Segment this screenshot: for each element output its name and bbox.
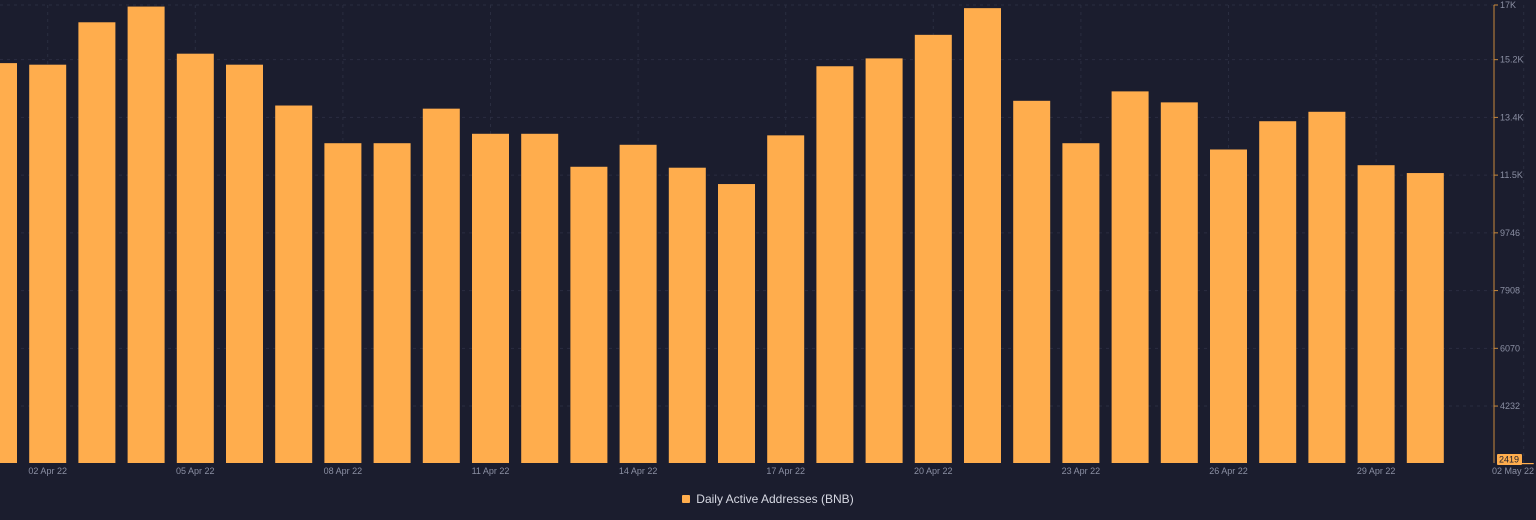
x-tick-label: 02 Apr 22 <box>28 466 67 476</box>
bar <box>865 58 903 464</box>
bar <box>914 34 952 463</box>
bar <box>1160 102 1198 463</box>
bar <box>1259 121 1297 464</box>
bar <box>521 133 559 463</box>
bar <box>619 144 657 464</box>
last-value-badge <box>1497 454 1522 465</box>
bar <box>1357 165 1395 464</box>
y-tick-label: 13.4K <box>1500 112 1524 122</box>
last-value-label: 2419 <box>1499 455 1519 465</box>
y-tick-label: 4232 <box>1500 401 1520 411</box>
y-tick-label: 17K <box>1500 0 1516 10</box>
bar <box>668 167 706 463</box>
bar <box>1111 91 1149 464</box>
bar <box>0 63 17 464</box>
bar <box>176 53 214 463</box>
y-tick-label: 9746 <box>1500 228 1520 238</box>
x-tick-label: 20 Apr 22 <box>914 466 953 476</box>
x-tick-label: 23 Apr 22 <box>1062 466 1101 476</box>
y-tick-label: 7908 <box>1500 286 1520 296</box>
bar <box>1308 111 1346 464</box>
bar <box>718 184 755 464</box>
bar <box>1406 173 1444 463</box>
bar <box>1513 463 1534 465</box>
legend-swatch <box>682 495 691 503</box>
bar <box>1013 100 1051 463</box>
bar <box>816 66 854 463</box>
bar <box>373 143 411 463</box>
y-tick-label: 11.5K <box>1500 170 1523 180</box>
bar <box>324 143 362 463</box>
bar <box>127 6 165 464</box>
x-tick-label: 11 Apr 22 <box>472 466 510 476</box>
x-tick-label: 05 Apr 22 <box>176 466 215 476</box>
bar <box>422 108 460 463</box>
legend[interactable]: Daily Active Addresses (BNB) <box>0 492 1536 506</box>
bar <box>78 22 116 463</box>
bar <box>1062 143 1100 463</box>
bar <box>570 166 608 463</box>
bar <box>1210 149 1247 463</box>
bar <box>275 105 313 463</box>
bar <box>226 64 263 463</box>
bar <box>767 135 805 464</box>
x-tick-label: 17 Apr 22 <box>766 466 805 476</box>
x-tick-label: 14 Apr 22 <box>619 466 658 476</box>
x-tick-label: 26 Apr 22 <box>1209 466 1248 476</box>
bar <box>964 8 1001 463</box>
x-tick-label: 29 Apr 22 <box>1357 466 1396 476</box>
bar <box>29 64 67 463</box>
y-tick-label: 6070 <box>1500 343 1520 353</box>
bar <box>472 133 509 463</box>
y-tick-label: 15.2K <box>1500 55 1524 65</box>
x-tick-label: 08 Apr 22 <box>324 466 363 476</box>
legend-label: Daily Active Addresses (BNB) <box>696 492 854 506</box>
x-tick-label: 02 May 22 <box>1492 466 1534 476</box>
